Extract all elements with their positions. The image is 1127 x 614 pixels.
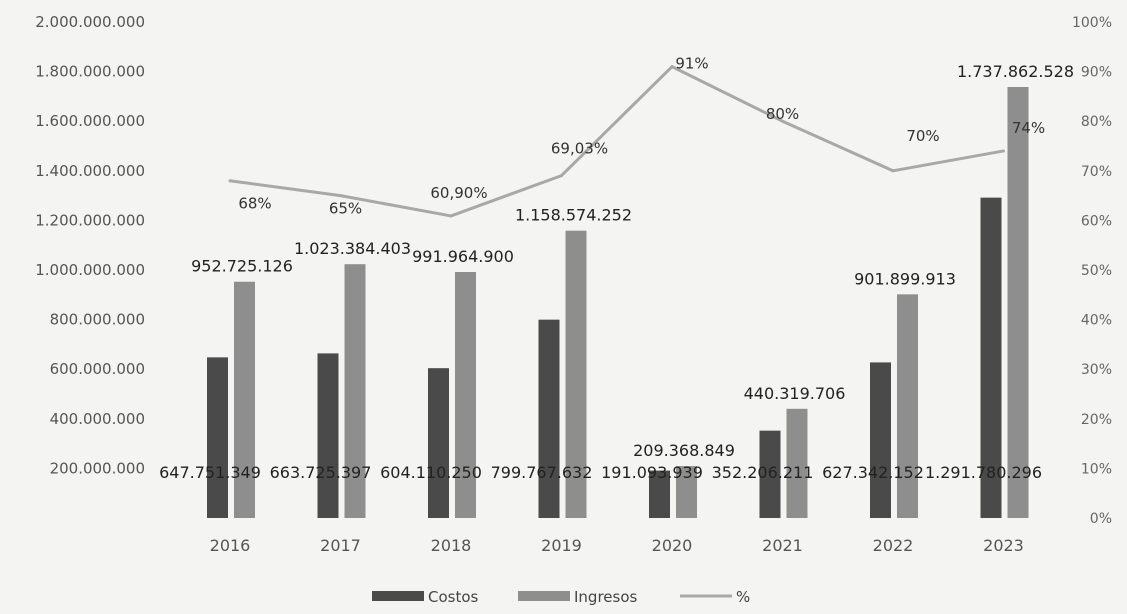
costos-value-label: 627.342.152 <box>822 463 924 482</box>
left-tick-label: 2.000.000.000 <box>35 13 145 31</box>
legend: Costos Ingresos% <box>372 588 750 606</box>
percent-line <box>229 65 1006 217</box>
percent-value-label: 80% <box>766 105 799 123</box>
x-tick-label: 2016 <box>210 536 251 555</box>
percent-value-label: 60,90% <box>430 184 487 202</box>
left-tick-label: 1.200.000.000 <box>35 211 145 229</box>
percent-point <box>671 65 674 68</box>
percent-value-label: 91% <box>675 55 708 73</box>
left-tick-label: 1.400.000.000 <box>35 162 145 180</box>
data-labels: 952.725.126 647.751.349 1.023.384.403 663.7… <box>159 55 1074 482</box>
bar-costos <box>870 362 891 518</box>
percent-value-label: 74% <box>1012 119 1045 137</box>
ingresos-value-label: 1.737.862.528 <box>957 62 1074 81</box>
left-tick-label: 1.800.000.000 <box>35 63 145 81</box>
bar-ingresos <box>234 282 255 518</box>
percent-value-label: 69,03% <box>551 140 608 158</box>
left-tick-label: 1.600.000.000 <box>35 112 145 130</box>
right-tick-label: 40% <box>1081 313 1112 329</box>
x-axis: 2016 2017 2018 2019 2020 2021 2022 2023 <box>210 536 1024 555</box>
costos-value-label: 799.767.632 <box>491 463 593 482</box>
costos-value-label: 647.751.349 <box>159 463 261 482</box>
left-tick-label: 200.000.000 <box>50 459 145 477</box>
percent-point <box>560 174 563 177</box>
right-tick-label: 90% <box>1081 65 1112 81</box>
left-tick-label: 600.000.000 <box>50 360 145 378</box>
percent-point <box>892 169 895 172</box>
legend-swatch-ingresos <box>518 591 570 601</box>
costos-value-label: 604.110.250 <box>380 463 482 482</box>
ingresos-value-label: 1.158.574.252 <box>515 206 632 225</box>
percent-value-label: 65% <box>329 200 362 218</box>
bar-costos <box>318 353 339 518</box>
x-tick-label: 2023 <box>983 536 1024 555</box>
percent-value-label: 68% <box>238 195 271 213</box>
x-tick-label: 2017 <box>320 536 361 555</box>
bar-costos <box>207 357 228 518</box>
right-axis: 0% 10% 20% 30% 40% 50% 60% 70% 80% 90% 100% <box>1072 15 1112 527</box>
costos-value-label: 352.206.211 <box>712 463 814 482</box>
percent-point <box>229 179 232 182</box>
ingresos-value-label: 901.899.913 <box>854 269 956 288</box>
ingresos-value-label: 1.023.384.403 <box>294 239 411 258</box>
right-tick-label: 80% <box>1081 114 1112 130</box>
left-axis: 200.000.000 400.000.000 600.000.000 800.000… <box>35 13 145 477</box>
x-tick-label: 2019 <box>541 536 582 555</box>
right-tick-label: 30% <box>1081 362 1112 378</box>
ingresos-value-label: 952.725.126 <box>191 257 293 276</box>
legend-label-costos: Costos <box>428 588 479 606</box>
right-tick-label: 20% <box>1081 412 1112 428</box>
right-tick-label: 60% <box>1081 213 1112 229</box>
right-tick-label: 10% <box>1081 461 1112 477</box>
x-tick-label: 2020 <box>652 536 693 555</box>
ingresos-value-label: 440.319.706 <box>744 384 846 403</box>
right-tick-label: 100% <box>1072 15 1112 31</box>
x-tick-label: 2018 <box>431 536 472 555</box>
bars <box>207 87 1029 518</box>
ingresos-value-label: 991.964.900 <box>412 247 514 266</box>
bar-ingresos <box>1008 87 1029 518</box>
costos-value-label: 191.093.939 <box>601 463 703 482</box>
right-tick-label: 50% <box>1081 263 1112 279</box>
legend-swatch-costos <box>372 591 424 601</box>
bar-costos <box>539 320 560 518</box>
left-tick-label: 1.000.000.000 <box>35 261 145 279</box>
right-tick-label: 70% <box>1081 164 1112 180</box>
left-tick-label: 800.000.000 <box>50 311 145 329</box>
legend-label-ingresos: Ingresos <box>574 588 638 606</box>
bar-costos <box>428 368 449 518</box>
percent-series-line <box>230 67 1004 216</box>
right-tick-label: 0% <box>1090 511 1112 527</box>
bar-ingresos <box>897 294 918 518</box>
percent-point <box>1002 149 1005 152</box>
percent-point <box>450 214 453 217</box>
percent-value-label: 70% <box>906 127 939 145</box>
costos-value-label: 1.291.780.296 <box>925 463 1042 482</box>
percent-point <box>339 194 342 197</box>
ingresos-value-label: 209.368.849 <box>633 441 735 460</box>
x-tick-label: 2022 <box>873 536 914 555</box>
x-tick-label: 2021 <box>762 536 803 555</box>
costos-value-label: 663.725.397 <box>270 463 372 482</box>
left-tick-label: 400.000.000 <box>50 410 145 428</box>
legend-label-percent: % <box>736 588 750 606</box>
